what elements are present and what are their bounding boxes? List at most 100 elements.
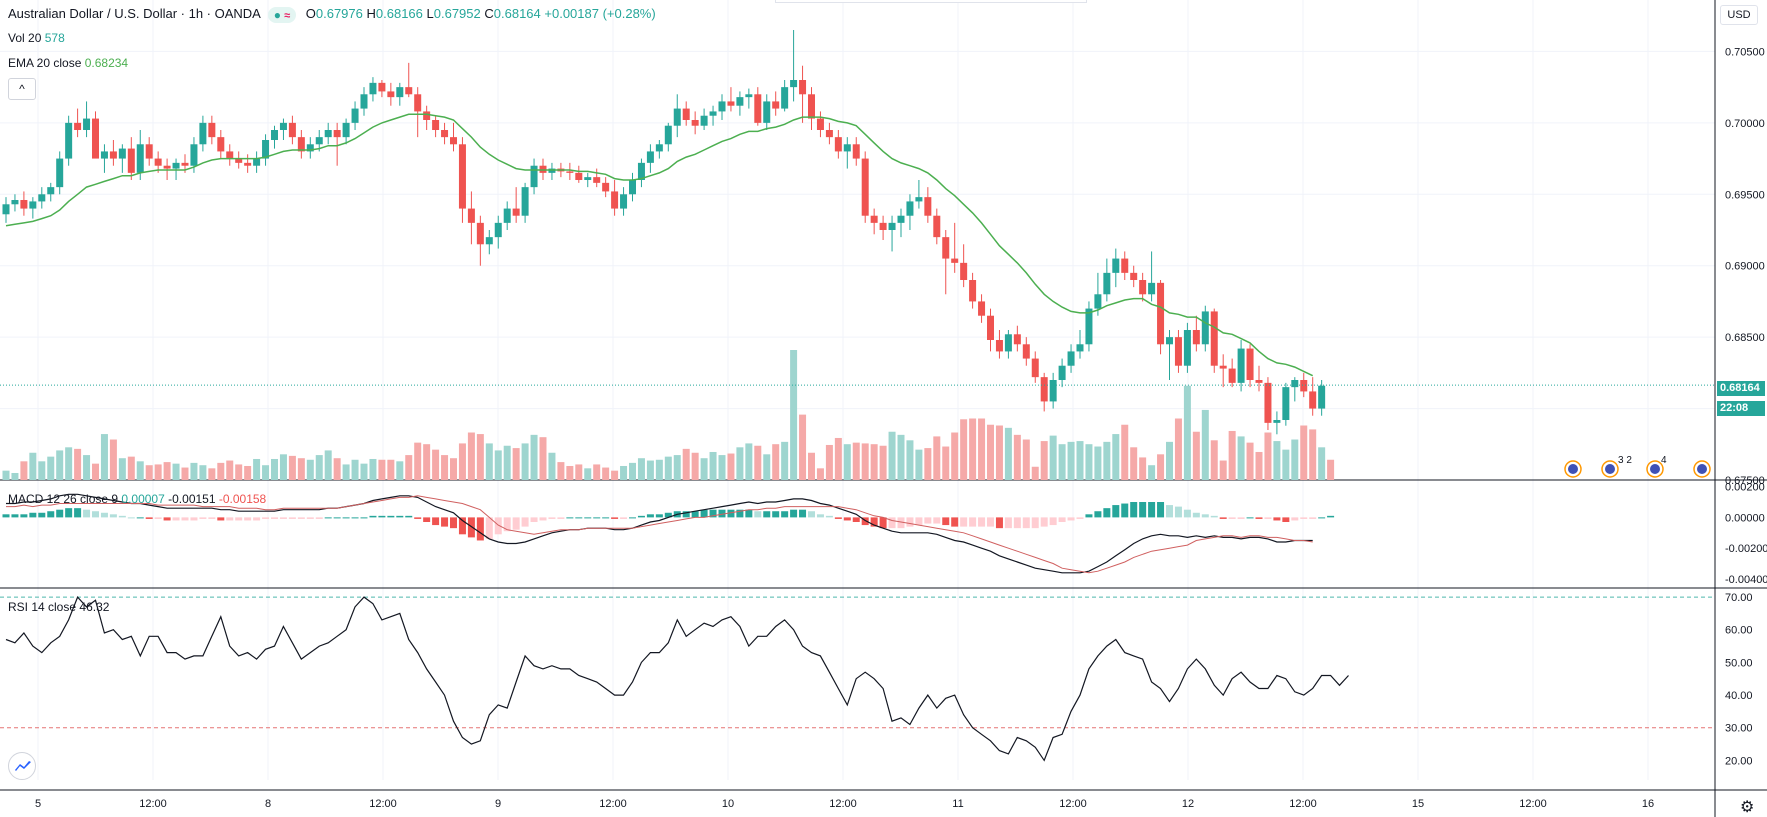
symbol-legend[interactable]: Australian Dollar / U.S. Dollar · 1h · O…	[8, 6, 656, 23]
volume-bar	[816, 468, 824, 480]
wave-icon: ≈	[284, 9, 291, 22]
economic-events[interactable]: 3 2 4	[1564, 455, 1711, 478]
gear-icon[interactable]: ⚙	[1740, 799, 1755, 816]
ema-legend[interactable]: EMA 20 close 0.68234	[8, 56, 128, 70]
volume-bar	[458, 443, 466, 480]
macd-hist-bar	[405, 515, 413, 518]
change-value: +0.00187 (+0.28%)	[544, 6, 656, 21]
candle-body	[816, 118, 824, 130]
macd-hist-bar	[781, 511, 789, 518]
macd-hist-bar	[154, 517, 162, 519]
macd-hist-bar	[163, 517, 171, 521]
macd-hist-bar	[118, 515, 126, 518]
time-tick-label: 12:00	[139, 798, 167, 810]
macd-hist-bar	[942, 517, 950, 526]
macd-hist-bar	[208, 517, 216, 519]
macd-hist-bar	[1192, 512, 1200, 518]
candle-body	[1282, 387, 1290, 420]
candle-body	[279, 122, 287, 130]
volume-bar	[288, 455, 296, 480]
candle-body	[1085, 308, 1093, 345]
time-tick-label: 12:00	[1289, 798, 1317, 810]
macd-hist-bar	[288, 517, 296, 519]
macd-hist-bar	[1174, 506, 1182, 518]
volume-bar	[2, 470, 10, 480]
candle-body	[387, 91, 395, 98]
volume-legend[interactable]: Vol 20 578	[8, 31, 65, 45]
macd-hist-bar	[1058, 517, 1066, 522]
rsi-tick-label: 70.00	[1725, 592, 1753, 604]
macd-signal-line	[6, 495, 1313, 574]
macd-legend[interactable]: MACD 12 26 close 9 0.00007 -0.00151 -0.0…	[8, 492, 266, 506]
macd-hist-bar	[1040, 517, 1048, 527]
volume-bar	[745, 443, 753, 480]
volume-bar	[1327, 459, 1335, 480]
currency-button[interactable]: USD	[1720, 5, 1758, 25]
candle-body	[1219, 365, 1227, 369]
candle-body	[951, 258, 959, 263]
macd-hist-bar	[83, 509, 91, 518]
macd-hist-bar	[378, 515, 386, 518]
volume-bar	[620, 465, 628, 480]
volume-bar	[485, 443, 493, 480]
macd-hist-bar	[530, 517, 538, 522]
macd-hist-bar	[494, 517, 502, 535]
rsi-scale: 70.00 60.00 50.00 40.00 30.00 20.00	[0, 592, 1753, 767]
volume-bar	[333, 458, 341, 480]
candle-body	[38, 194, 46, 202]
volume-bar	[83, 455, 91, 480]
macd-hist-bar	[1157, 502, 1165, 518]
rsi-legend[interactable]: RSI 14 close 46.32	[8, 600, 109, 614]
candle-body	[235, 158, 243, 163]
time-tick-label: 8	[265, 798, 271, 810]
volume-bar	[995, 425, 1003, 480]
volume-bar	[736, 447, 744, 480]
candle-body	[834, 137, 842, 152]
volume-bar	[655, 459, 663, 480]
volume-label: Vol 20	[8, 31, 42, 45]
candle-body	[1273, 420, 1281, 423]
collapse-legend-button[interactable]: ^	[8, 78, 36, 100]
candle-body	[700, 115, 708, 126]
candle-body	[163, 165, 171, 169]
high-label: H	[366, 6, 376, 21]
macd-hist-bar	[888, 517, 896, 529]
candle-body	[306, 144, 314, 152]
price-scale[interactable]: 0.70500 0.70000 0.69500 0.69000 0.68500 0.675…	[1725, 46, 1765, 487]
macd-hist-bar	[816, 514, 824, 518]
volume-bar	[199, 465, 207, 480]
candle-body	[226, 151, 234, 159]
time-tick-label: 12:00	[1519, 798, 1547, 810]
event-count-label: 3 2	[1618, 455, 1632, 466]
candle-body	[763, 101, 771, 123]
open-label: O	[305, 6, 316, 21]
candle-body	[682, 108, 690, 120]
macd-hist-bar	[414, 517, 422, 519]
time-axis[interactable]: 5 12:00 8 12:00 9 12:00 10 12:00 11 12:00 12 12:00 1…	[35, 798, 1654, 810]
candle-body	[1013, 334, 1021, 345]
volume-bar	[1004, 427, 1012, 480]
candle-body	[1094, 294, 1102, 309]
ema-value: 0.68234	[84, 56, 129, 70]
tradingview-logo[interactable]	[8, 752, 36, 780]
volume-bar	[1228, 430, 1236, 480]
macd-scale: 0.00200 0.00000 -0.00200 -0.00400	[1725, 482, 1767, 586]
rsi-tick-label: 60.00	[1725, 625, 1753, 637]
macd-hist-bar	[584, 517, 592, 519]
macd-hist-bar	[870, 517, 878, 527]
candle-body	[781, 87, 789, 109]
candle-body	[1166, 337, 1173, 345]
volume-bar	[673, 455, 681, 480]
candle-body	[458, 144, 466, 209]
macd-hist-bar	[646, 514, 654, 518]
status-pill[interactable]: ● ≈	[267, 6, 297, 23]
volume-bar	[727, 453, 735, 480]
event-flag-center	[1650, 464, 1660, 474]
candle-body	[1255, 380, 1263, 383]
volume-bar	[951, 432, 959, 480]
macd-hist-bar	[655, 514, 663, 518]
volume-bar	[127, 456, 135, 480]
candle-body	[136, 144, 144, 173]
candlestick-series	[2, 30, 1326, 435]
